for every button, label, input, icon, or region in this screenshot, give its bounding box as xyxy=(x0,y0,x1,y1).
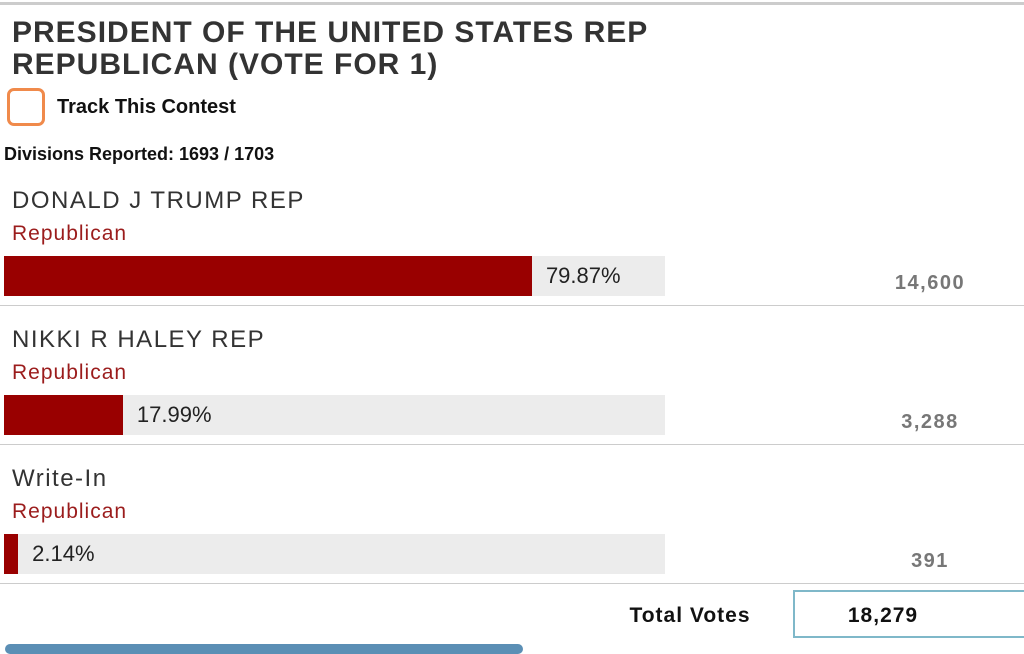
title: PRESIDENT OF THE UNITED STATES REP xyxy=(12,16,649,49)
divisions-reported: Divisions Reported: 1693 / 1703 xyxy=(4,144,275,164)
bar-track: 2.14% xyxy=(4,534,665,574)
bar xyxy=(4,534,19,574)
party: Republican xyxy=(12,500,128,523)
total-label: Total Votes xyxy=(629,604,751,627)
percent-label: 2.14% xyxy=(32,541,95,566)
percent-label: 17.99% xyxy=(136,402,212,427)
total-box xyxy=(793,590,1024,638)
track-label[interactable]: Track This Contest xyxy=(57,96,236,118)
title: REPUBLICAN (VOTE FOR 1) xyxy=(12,48,439,81)
votes: 3,288 xyxy=(901,411,959,433)
candidate-name: Write-In xyxy=(12,465,108,492)
checkbox[interactable] xyxy=(7,88,45,126)
votes: 391 xyxy=(911,550,949,572)
total-votes: 18,279 xyxy=(847,604,919,627)
button[interactable] xyxy=(5,644,523,654)
bar xyxy=(4,256,532,296)
party: Republican xyxy=(12,222,128,245)
votes: 14,600 xyxy=(894,272,966,294)
percent-label: 79.87% xyxy=(545,263,621,288)
candidate-name: NIKKI R HALEY REP xyxy=(12,326,266,353)
candidate-name: DONALD J TRUMP REP xyxy=(12,187,305,214)
top-border xyxy=(0,2,1024,5)
bar xyxy=(4,395,123,435)
separator xyxy=(0,444,1024,445)
party: Republican xyxy=(12,361,128,384)
separator xyxy=(0,305,1024,306)
separator xyxy=(0,583,1024,584)
bar-track: 79.87% xyxy=(4,256,665,296)
bar-track: 17.99% xyxy=(4,395,665,435)
